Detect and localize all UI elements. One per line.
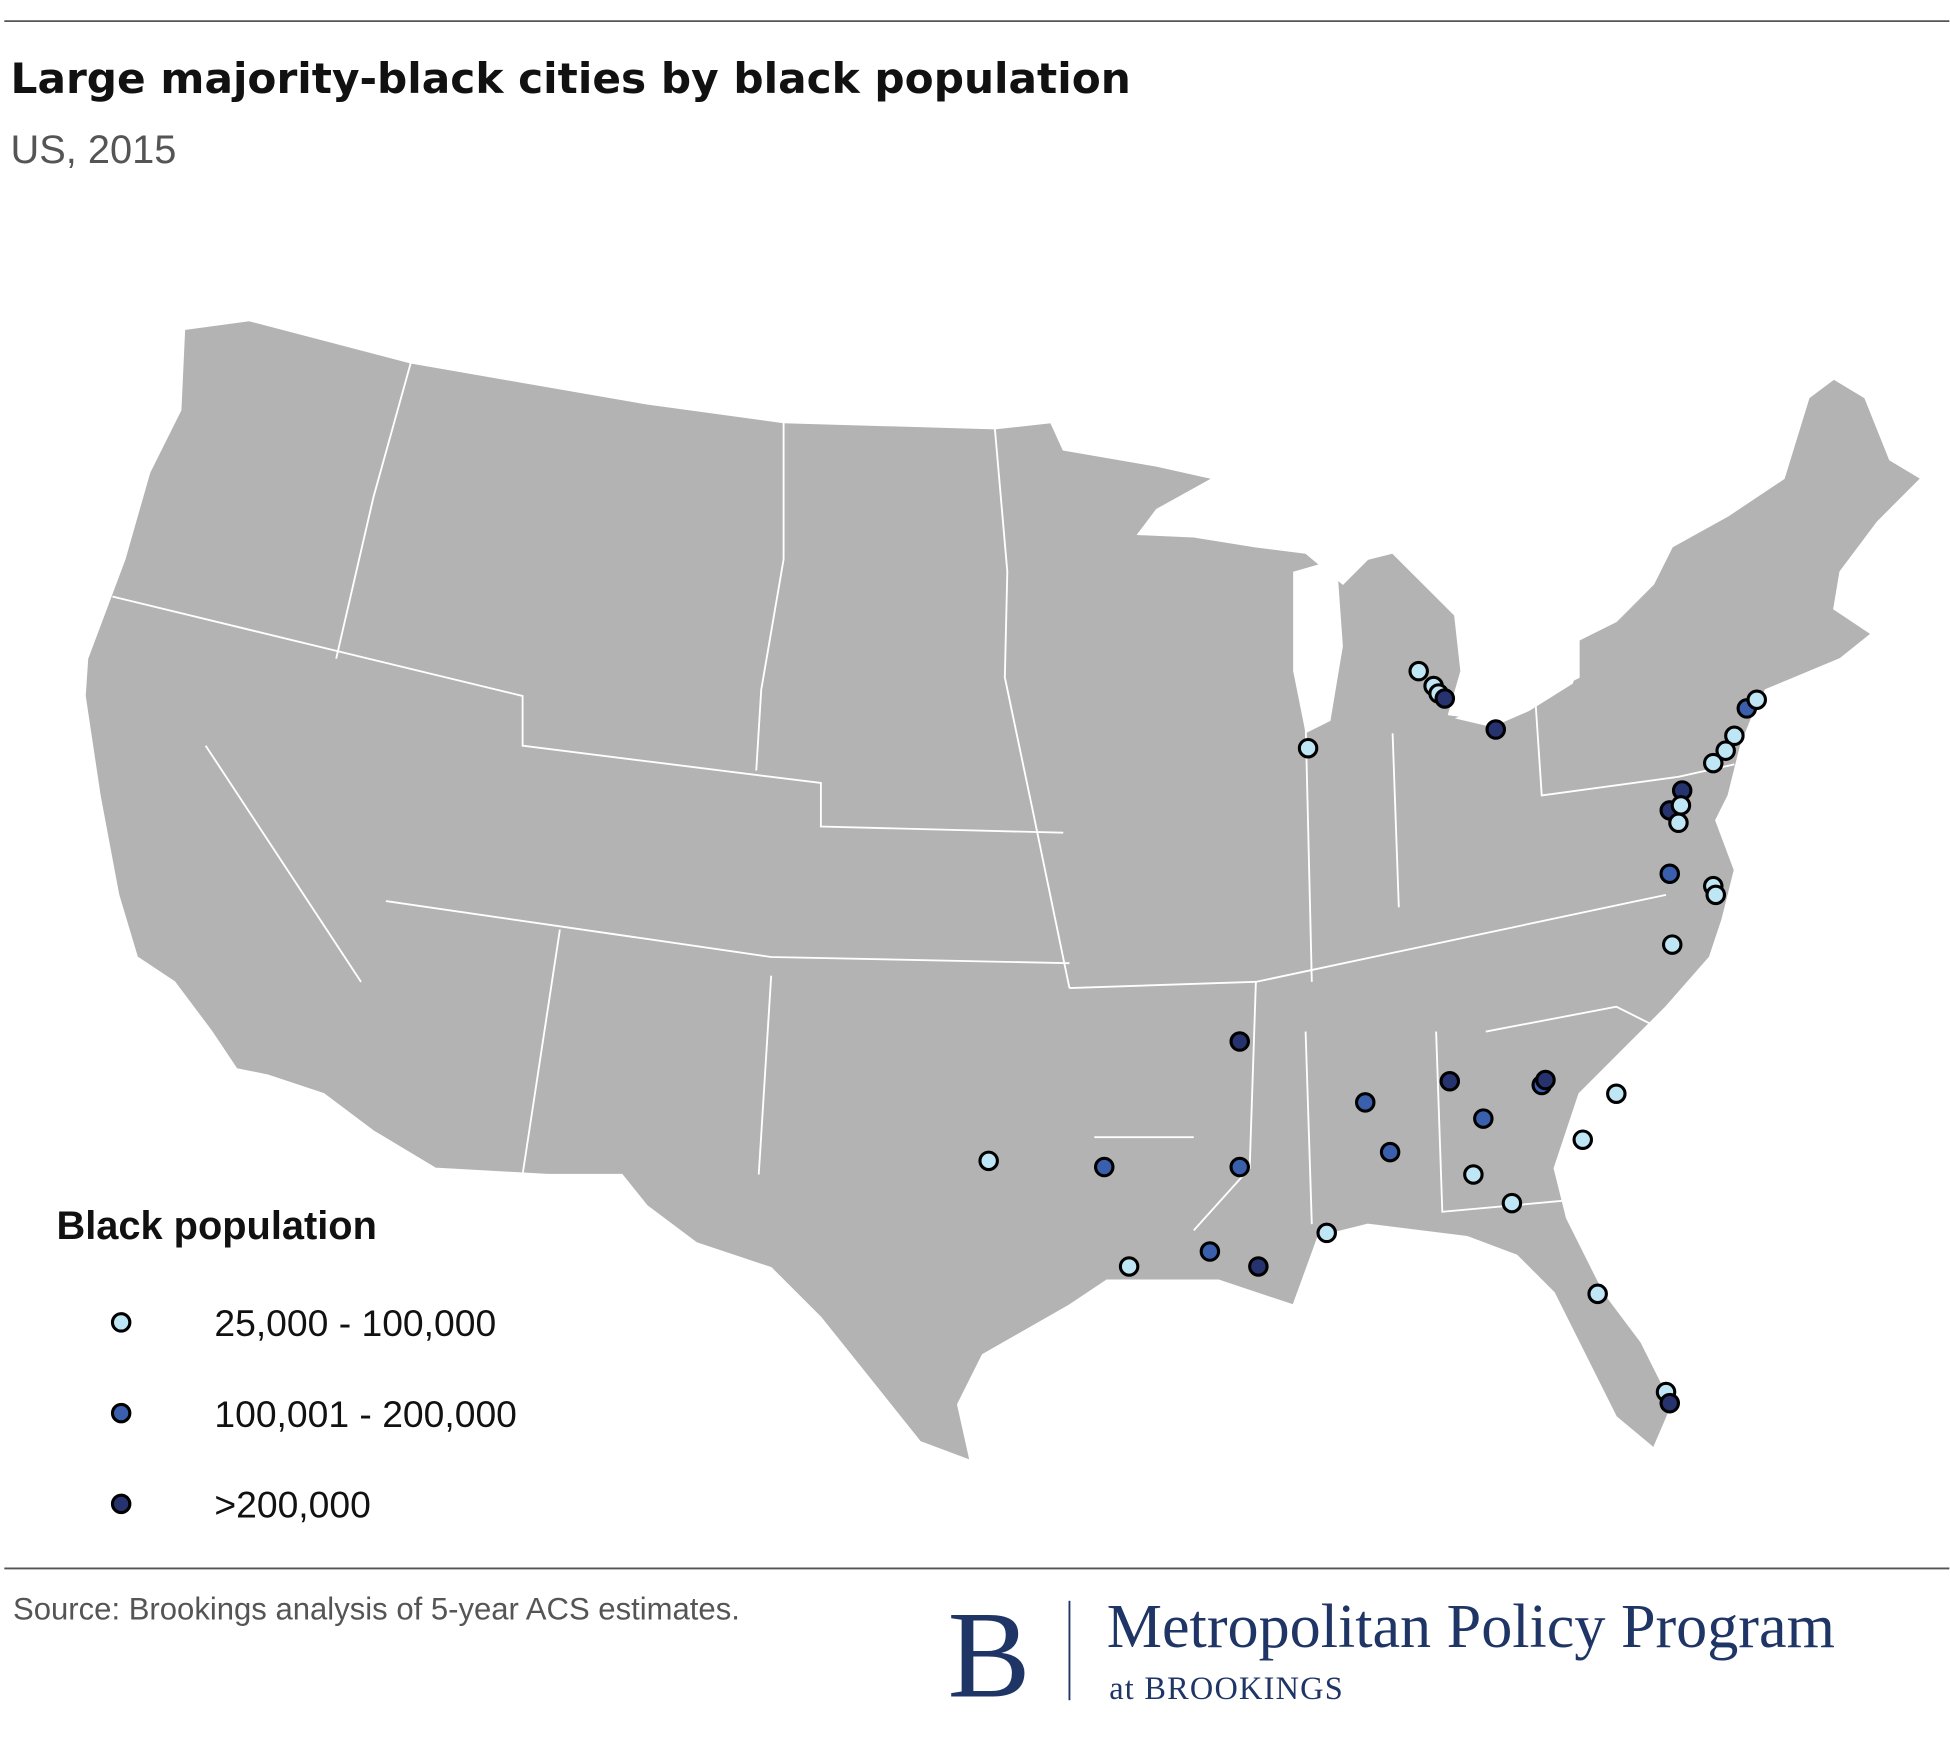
legend-swatch-mid bbox=[110, 1402, 132, 1424]
legend-title: Black population bbox=[57, 1204, 377, 1248]
logo-letter: B bbox=[948, 1586, 1031, 1724]
chart-title: Large majority-black cities by black pop… bbox=[11, 54, 1131, 103]
city-marker bbox=[1355, 1092, 1376, 1113]
city-marker bbox=[1485, 719, 1507, 740]
lake-michigan bbox=[1293, 559, 1343, 734]
logo-sub: at BROOKINGS bbox=[1109, 1670, 1344, 1706]
legend-label-mid: 100,001 - 200,000 bbox=[214, 1393, 517, 1435]
city-marker bbox=[1118, 1256, 1140, 1277]
city-marker bbox=[1724, 725, 1745, 747]
city-marker bbox=[1297, 737, 1319, 759]
city-marker bbox=[1659, 863, 1681, 884]
city-marker bbox=[1703, 752, 1724, 774]
city-marker bbox=[1248, 1256, 1269, 1277]
city-marker bbox=[978, 1150, 999, 1172]
city-marker bbox=[1434, 688, 1456, 709]
city-marker bbox=[1408, 660, 1429, 682]
chart-subtitle: US, 2015 bbox=[11, 128, 177, 172]
logo-name: Metropolitan Policy Program bbox=[1107, 1593, 1835, 1661]
legend-swatch-low bbox=[110, 1312, 132, 1333]
legend-label-low: 25,000 - 100,000 bbox=[214, 1302, 496, 1344]
legend: Black population 25,000 - 100,000 100,00… bbox=[57, 1204, 517, 1525]
us-land bbox=[84, 320, 1922, 1462]
city-markers bbox=[978, 660, 1768, 1414]
city-marker bbox=[1501, 1192, 1523, 1214]
city-marker bbox=[1535, 1069, 1556, 1091]
city-marker bbox=[1746, 689, 1768, 710]
city-marker bbox=[1473, 1108, 1494, 1129]
source-note: Source: Brookings analysis of 5-year ACS… bbox=[13, 1591, 740, 1626]
city-marker bbox=[1606, 1083, 1627, 1104]
lake-erie bbox=[1454, 671, 1577, 728]
city-marker bbox=[1229, 1156, 1250, 1178]
city-marker bbox=[1094, 1156, 1115, 1178]
city-marker bbox=[1587, 1283, 1608, 1305]
city-marker bbox=[1572, 1129, 1594, 1150]
city-marker bbox=[1661, 934, 1683, 955]
city-marker bbox=[1379, 1141, 1401, 1163]
city-marker bbox=[1463, 1164, 1484, 1185]
city-marker bbox=[1668, 812, 1689, 834]
city-marker bbox=[1659, 1392, 1681, 1414]
city-marker bbox=[1715, 740, 1736, 761]
city-marker bbox=[1316, 1222, 1337, 1244]
city-marker bbox=[1229, 1031, 1250, 1052]
city-marker bbox=[1439, 1071, 1461, 1092]
city-marker bbox=[1705, 884, 1726, 906]
legend-label-high: >200,000 bbox=[214, 1484, 370, 1526]
us-map bbox=[84, 320, 1922, 1462]
city-marker bbox=[1199, 1241, 1221, 1262]
state-borders bbox=[112, 362, 1735, 1232]
legend-swatch-high bbox=[110, 1493, 132, 1515]
city-marker bbox=[1670, 795, 1692, 816]
brookings-logo: B Metropolitan Policy Program at BROOKIN… bbox=[948, 1586, 1835, 1724]
